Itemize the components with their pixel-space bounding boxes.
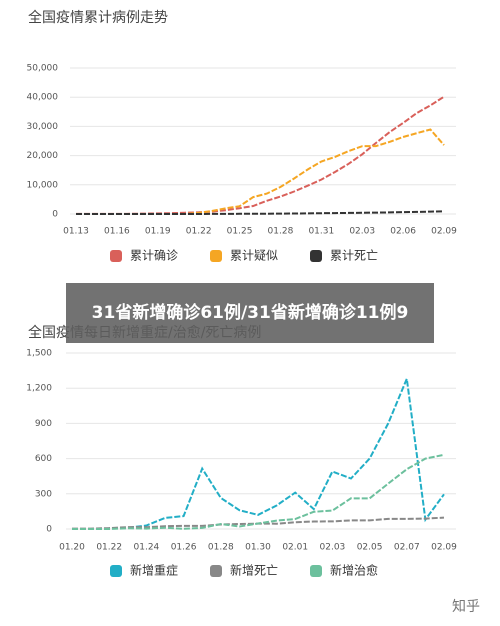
x-tick-label: 01.26 [171,543,197,553]
legend-marker [110,565,122,577]
x-tick-label: 01.20 [59,543,85,553]
y-tick-label: 900 [35,419,52,429]
banner: 31省新增确诊61例/31省新增确诊11例9 [66,283,434,343]
watermark: 知乎 [452,599,480,615]
x-tick-label: 02.09 [431,227,457,237]
legend-marker [210,565,222,577]
y-tick-label: 600 [35,454,52,464]
y-tick-label: 1,500 [26,349,52,359]
y-tick-label: 40,000 [27,93,59,103]
y-tick-label: 20,000 [27,151,59,161]
legend-marker [110,250,122,262]
x-tick-label: 01.16 [104,227,130,237]
series-line [72,374,445,530]
x-tick-label: 02.03 [349,227,375,237]
legend-marker [210,250,222,262]
chart-title: 全国疫情累计病例走势 [28,9,168,26]
x-tick-label: 01.28 [268,227,294,237]
legend-label: 新增治愈 [330,563,378,578]
x-tick-label: 01.22 [96,543,122,553]
legend-label: 累计疑似 [230,248,278,263]
series-line [72,453,445,530]
legend-label: 新增死亡 [230,563,278,578]
y-tick-label: 0 [46,525,52,535]
y-tick-label: 0 [52,210,58,220]
legend-label: 累计确诊 [130,249,178,263]
x-tick-label: 01.22 [186,227,212,237]
x-tick-label: 01.19 [145,227,171,237]
y-tick-label: 50,000 [27,64,59,74]
legend-marker [310,565,322,577]
y-tick-label: 300 [35,489,52,499]
x-tick-label: 02.03 [320,543,346,553]
x-tick-label: 01.24 [134,543,160,553]
legend-label: 新增重症 [130,563,178,578]
legend-label: 累计死亡 [330,249,378,263]
x-tick-label: 02.05 [357,543,383,553]
x-tick-label: 01.30 [245,543,271,553]
x-tick-label: 02.06 [390,227,416,237]
series-line [76,210,445,215]
x-tick-label: 01.13 [63,227,89,237]
x-tick-label: 02.01 [282,543,308,553]
x-tick-label: 01.25 [227,227,253,237]
x-tick-label: 02.09 [431,543,457,553]
x-tick-label: 01.31 [308,227,334,237]
series-line [76,128,445,215]
y-tick-label: 1,200 [26,384,52,394]
legend-marker [310,250,322,262]
x-tick-label: 01.28 [208,543,234,553]
y-tick-label: 10,000 [27,180,59,190]
y-tick-label: 30,000 [27,122,59,132]
x-tick-label: 02.07 [394,543,420,553]
